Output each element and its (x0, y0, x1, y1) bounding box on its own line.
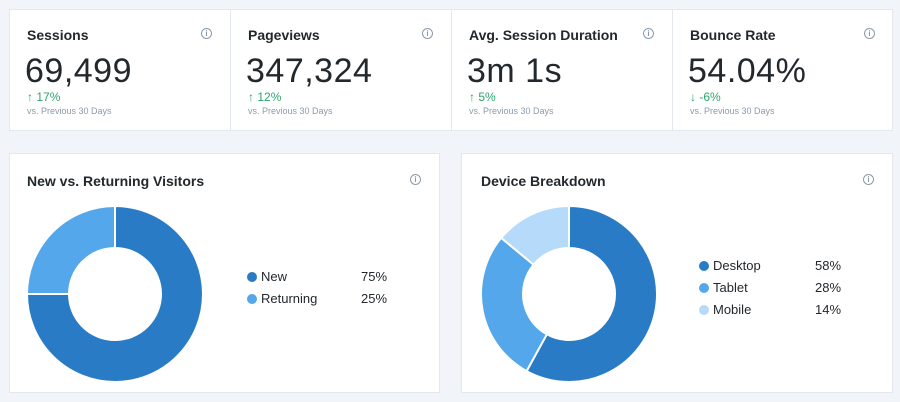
change-value: -6% (699, 90, 721, 104)
new-vs-returning-card: New vs. Returning Visitors i New 75% Ret… (9, 153, 440, 393)
metric-card-pageviews: Pageviews i 347,324 ↑ 12% vs. Previous 3… (230, 9, 452, 131)
info-icon[interactable]: i (201, 28, 212, 39)
metric-value: 3m 1s (467, 52, 563, 90)
info-icon[interactable]: i (422, 28, 433, 39)
donut-slice-new[interactable] (25, 204, 204, 383)
change-value: 5% (478, 90, 496, 104)
device-breakdown-donut (480, 204, 658, 383)
metric-change: ↑ 17% (27, 90, 60, 104)
arrow-up-icon: ↑ (469, 90, 475, 104)
legend-dot (699, 305, 709, 315)
legend-value: 75% (361, 269, 388, 284)
metric-card-bounce-rate: Bounce Rate i 54.04% ↓ -6% vs. Previous … (672, 9, 893, 131)
metric-change: ↓ -6% (690, 90, 721, 104)
chart-title: Device Breakdown (481, 173, 606, 189)
metric-title: Avg. Session Duration (469, 27, 618, 43)
compare-text: vs. Previous 30 Days (248, 106, 333, 116)
metric-change: ↑ 5% (469, 90, 496, 104)
info-icon[interactable]: i (643, 28, 654, 39)
metric-value: 69,499 (25, 52, 132, 90)
legend-value: 14% (815, 302, 842, 317)
legend-value: 25% (361, 291, 388, 306)
metric-change: ↑ 12% (248, 90, 281, 104)
legend-label: Returning (261, 291, 318, 306)
legend-dot (247, 294, 257, 304)
legend-value: 28% (815, 280, 842, 295)
legend-dot (699, 283, 709, 293)
metric-value: 54.04% (688, 52, 807, 90)
metric-title: Sessions (27, 27, 89, 43)
info-icon[interactable]: i (410, 174, 421, 185)
donut-slice-mobile[interactable] (499, 204, 570, 267)
metric-title: Pageviews (248, 27, 320, 43)
legend-dot (699, 261, 709, 271)
metric-value: 347,324 (246, 52, 373, 90)
compare-text: vs. Previous 30 Days (690, 106, 775, 116)
metric-title: Bounce Rate (690, 27, 776, 43)
legend-label: New (261, 269, 288, 284)
legend-value: 58% (815, 258, 842, 273)
chart-title: New vs. Returning Visitors (27, 173, 205, 189)
donut-slice-desktop[interactable] (525, 204, 658, 383)
legend-label: Mobile (713, 302, 752, 317)
metric-card-sessions: Sessions i 69,499 ↑ 17% vs. Previous 30 … (9, 9, 231, 131)
change-value: 17% (36, 90, 61, 104)
compare-text: vs. Previous 30 Days (469, 106, 554, 116)
donut-slice-returning[interactable] (25, 204, 116, 295)
device-breakdown-card: Device Breakdown i Desktop 58% Tablet 28… (461, 153, 893, 393)
arrow-up-icon: ↑ (27, 90, 33, 104)
arrow-up-icon: ↑ (248, 90, 254, 104)
legend-label: Tablet (713, 280, 748, 295)
arrow-down-icon: ↓ (690, 90, 696, 104)
change-value: 12% (257, 90, 282, 104)
info-icon[interactable]: i (863, 174, 874, 185)
new-vs-returning-donut (25, 204, 204, 383)
donut-slice-tablet[interactable] (480, 236, 549, 373)
legend-dot (247, 272, 257, 282)
legend-label: Desktop (713, 258, 761, 273)
info-icon[interactable]: i (864, 28, 875, 39)
metric-card-avg-session-duration: Avg. Session Duration i 3m 1s ↑ 5% vs. P… (451, 9, 673, 131)
compare-text: vs. Previous 30 Days (27, 106, 112, 116)
